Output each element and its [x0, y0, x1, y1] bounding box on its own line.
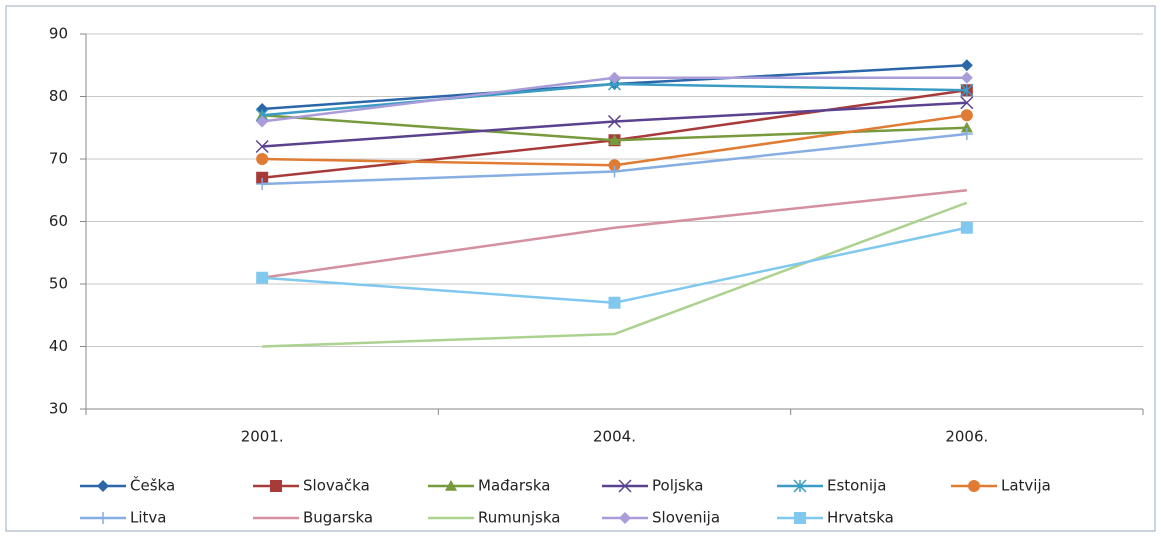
series-line	[262, 201, 968, 348]
legend-label: Estonija	[827, 477, 886, 495]
marker	[794, 512, 806, 524]
marker	[619, 512, 631, 524]
marker	[256, 115, 269, 128]
legend-label: Slovačka	[303, 477, 370, 495]
marker	[960, 128, 973, 140]
marker	[608, 159, 621, 172]
marker	[97, 480, 109, 492]
marker	[960, 71, 973, 84]
marker	[968, 480, 980, 492]
y-tick-label: 60	[49, 212, 68, 230]
y-tick-label: 30	[49, 400, 68, 418]
marker	[960, 83, 974, 97]
marker	[256, 153, 269, 165]
series-line	[261, 189, 967, 279]
marker	[960, 221, 973, 234]
marker	[608, 71, 621, 84]
legend-label: Poljska	[652, 477, 703, 495]
marker	[608, 165, 621, 178]
legend-label: Hrvatska	[827, 509, 894, 527]
legend-label: Latvija	[1001, 477, 1051, 495]
marker	[618, 479, 632, 493]
legend-label: Slovenija	[652, 509, 720, 527]
marker	[960, 59, 973, 72]
marker	[608, 296, 621, 309]
legend-label: Bugarska	[303, 509, 373, 527]
y-tick-label: 90	[49, 25, 68, 43]
marker	[256, 271, 269, 284]
marker	[445, 480, 457, 491]
marker	[270, 480, 282, 492]
legend-label: Rumunjska	[478, 509, 560, 527]
y-tick-label: 80	[49, 87, 68, 105]
marker	[960, 121, 973, 133]
marker	[256, 171, 269, 184]
marker	[793, 479, 807, 493]
legend-label: Litva	[130, 509, 166, 527]
y-tick-label: 50	[49, 275, 68, 293]
legend-label: Češka	[130, 476, 175, 495]
y-tick-label: 70	[49, 150, 68, 168]
marker	[256, 178, 269, 190]
marker	[960, 109, 973, 122]
x-tick-label: 2006.	[945, 428, 988, 446]
x-tick-label: 2004.	[593, 428, 636, 446]
marker	[608, 134, 621, 146]
marker	[960, 96, 974, 110]
marker	[97, 512, 109, 524]
legend-label: Mađarska	[478, 477, 550, 495]
y-tick-label: 40	[49, 337, 68, 355]
marker	[607, 114, 622, 129]
x-tick-label: 2001.	[241, 428, 284, 446]
marker	[255, 139, 269, 154]
chart-border	[5, 5, 1156, 532]
